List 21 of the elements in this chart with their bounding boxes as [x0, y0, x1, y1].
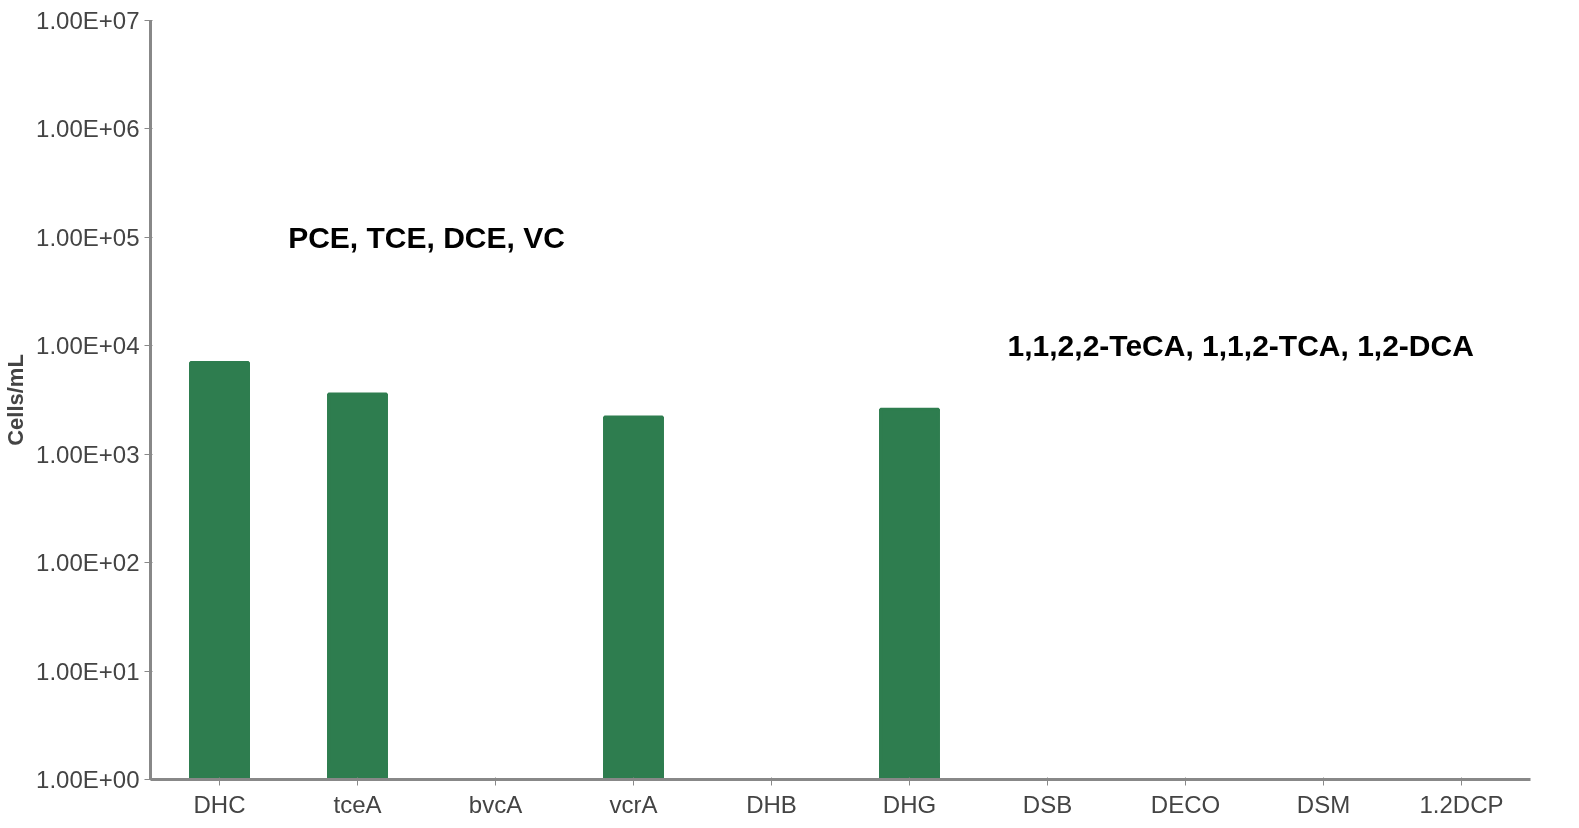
- y-tick-label: 1.00E+00: [36, 766, 140, 793]
- x-tick-label: bvcA: [468, 790, 523, 818]
- x-tick-label: tceA: [333, 790, 382, 818]
- x-tick-label: 1.2DCP: [1419, 790, 1504, 818]
- y-tick-label: 1.00E+07: [36, 7, 140, 34]
- x-tick-label: vcrA: [609, 790, 658, 818]
- annotation: 1,1,2,2-TeCA, 1,1,2-TCA, 1,2-DCA: [1007, 329, 1474, 363]
- y-tick-label: 1.00E+05: [36, 223, 140, 251]
- x-tick-label: DSB: [1022, 790, 1073, 818]
- x-tick-label: DHC: [193, 790, 246, 818]
- y-tick-label: 1.00E+03: [36, 440, 140, 468]
- y-tick-label: 1.00E+02: [36, 549, 140, 577]
- x-tick-label: DECO: [1150, 790, 1221, 818]
- y-tick-label: 1.00E+04: [36, 332, 140, 360]
- x-tick-label: DSM: [1296, 790, 1351, 818]
- annotation: PCE, TCE, DCE, VC: [288, 220, 565, 254]
- y-tick-label: 1.00E+06: [36, 115, 140, 143]
- x-tick-label: DHB: [746, 790, 797, 818]
- y-axis-title: Cells/mL: [3, 354, 29, 446]
- y-tick-label: 1.00E+01: [36, 657, 140, 685]
- x-tick-label: DHG: [882, 790, 937, 818]
